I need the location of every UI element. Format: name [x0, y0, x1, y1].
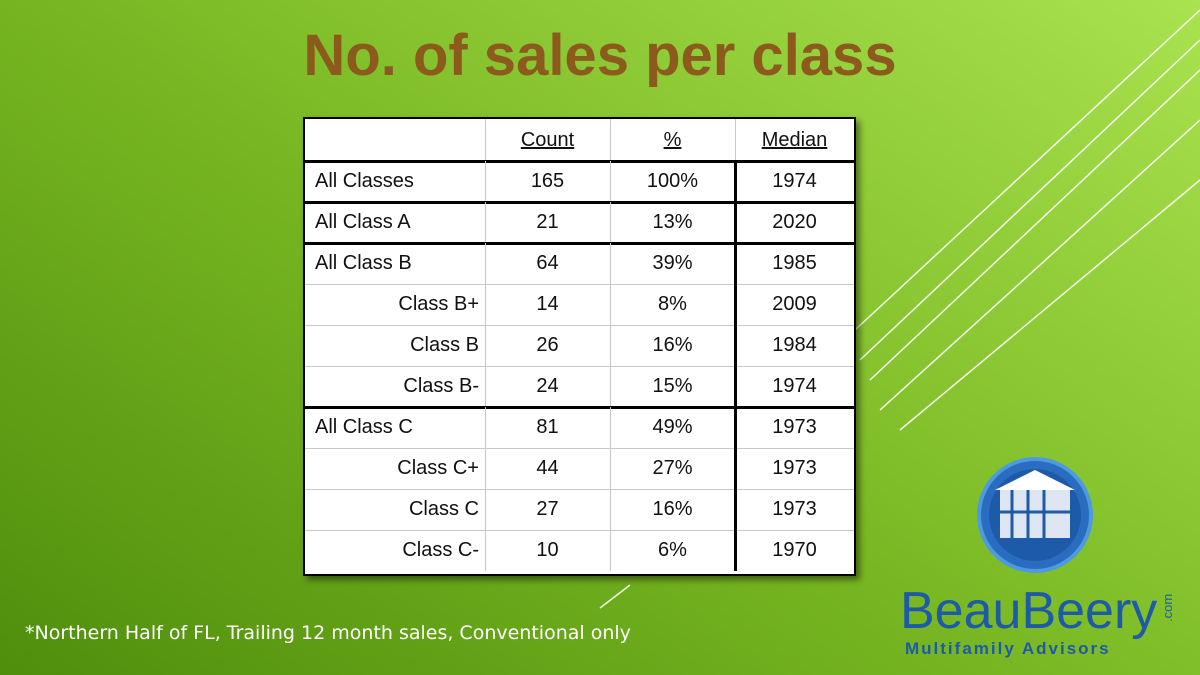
row-line [305, 284, 854, 285]
column-line [610, 119, 611, 161]
header-cell: % [663, 128, 682, 151]
logo-tagline: Multifamily Advisors [905, 639, 1111, 658]
row-label: Class B- [403, 375, 479, 397]
cell-value: 27% [652, 457, 693, 479]
cell-value: 1973 [772, 457, 817, 479]
cell-value: 44 [536, 457, 559, 479]
group-border [305, 406, 854, 409]
group-border [305, 201, 854, 204]
cell-value: 49% [652, 416, 693, 438]
cell-value: 26 [536, 334, 559, 356]
column-line [735, 119, 736, 161]
row-label: All Class C [315, 416, 413, 438]
row-label: Class C+ [397, 457, 479, 479]
cell-value: 165 [530, 170, 565, 192]
title: No. of sales per class [303, 23, 897, 88]
column-line [610, 407, 611, 571]
cell-value: 2009 [772, 293, 817, 315]
cell-value: 1974 [772, 170, 817, 192]
column-line [485, 161, 486, 202]
column-line [610, 161, 611, 202]
cell-value: 100% [646, 170, 699, 192]
row-label: Class C [408, 498, 479, 520]
row-label: All Classes [315, 170, 414, 192]
cell-value: 1970 [772, 539, 817, 561]
cell-value: 13% [652, 211, 693, 233]
group-border [305, 242, 854, 245]
row-label: Class C- [402, 539, 479, 561]
column-line [485, 202, 486, 243]
cell-value: 1973 [772, 416, 817, 438]
logo-name: BeauBeery [900, 582, 1157, 640]
column-line [485, 407, 486, 571]
cell-value: 16% [652, 498, 693, 520]
cell-value: 2020 [772, 211, 817, 233]
cell-value: 27 [536, 498, 559, 520]
cell-value: 14 [536, 293, 559, 315]
table: Count% Median All Classes 165 100% 1974 All Cl… [303, 117, 856, 576]
cell-value: 10 [536, 539, 559, 561]
cell-value: 1973 [772, 498, 817, 520]
row-line [305, 489, 854, 490]
row-line [305, 448, 854, 449]
column-line [485, 119, 486, 161]
row-line [305, 530, 854, 531]
column-line [485, 243, 486, 407]
row-label: Class B+ [398, 293, 479, 315]
group-border [305, 160, 854, 163]
row-label: All Class B [315, 252, 412, 274]
cell-value: 21 [536, 211, 559, 233]
row-line [305, 366, 854, 367]
column-line [610, 243, 611, 407]
cell-value: 16% [652, 334, 693, 356]
cell-value: 8% [658, 293, 687, 315]
footnote: *Northern Half of FL, Trailing 12 month … [25, 622, 631, 644]
cell-value: 15% [652, 375, 693, 397]
median-border [734, 161, 737, 571]
cell-value: 6% [658, 539, 687, 561]
row-label: Class B [410, 334, 479, 356]
cell-value: 1984 [772, 334, 817, 356]
header-cell: Median [761, 128, 828, 151]
header-cell: Count [520, 128, 575, 151]
cell-value: 24 [536, 375, 559, 397]
cell-value: 64 [536, 252, 559, 274]
cell-value: 1985 [772, 252, 817, 274]
logo-icon [977, 457, 1093, 573]
row-label: All Class A [315, 211, 411, 233]
logo-domain: .com [1160, 594, 1175, 622]
cell-value: 1974 [772, 375, 817, 397]
column-line [610, 202, 611, 243]
row-line [305, 325, 854, 326]
cell-value: 81 [536, 416, 559, 438]
cell-value: 39% [652, 252, 693, 274]
